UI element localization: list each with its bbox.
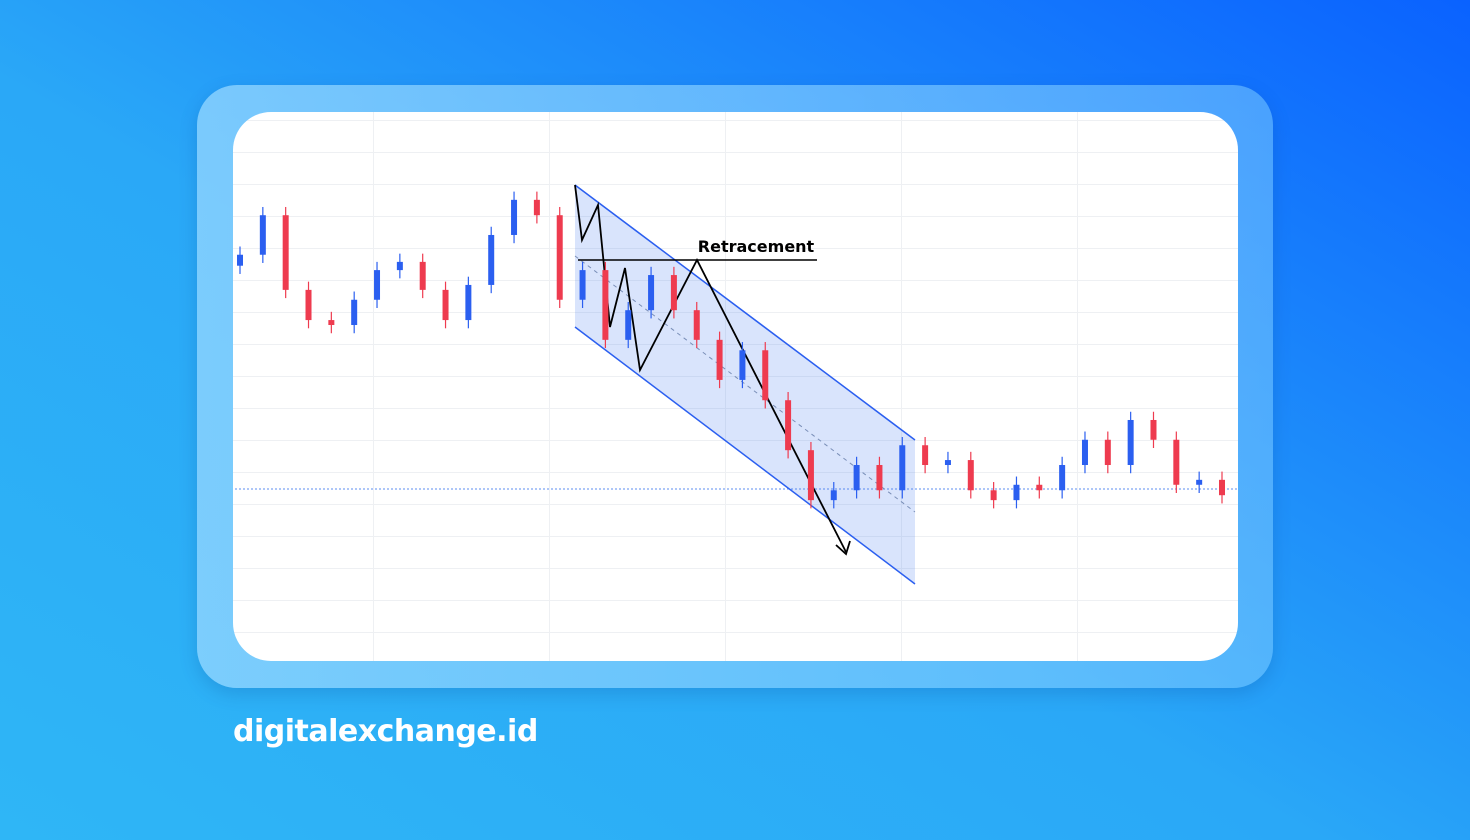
brand: digitalexchange.id bbox=[233, 714, 538, 749]
channel-bottom bbox=[574, 326, 916, 585]
candle-body bbox=[1127, 419, 1134, 466]
candle-body bbox=[739, 350, 746, 380]
annotation: Retracement bbox=[698, 237, 815, 256]
candle-body bbox=[807, 450, 814, 501]
candle-body bbox=[1036, 484, 1043, 491]
candle-body bbox=[1081, 439, 1088, 466]
candle-body bbox=[922, 445, 929, 466]
candle-body bbox=[1196, 479, 1203, 485]
candle-body bbox=[648, 275, 655, 311]
candle-body bbox=[237, 254, 243, 266]
candle-body bbox=[1150, 419, 1157, 440]
candle-body bbox=[990, 490, 997, 501]
channel bbox=[575, 185, 915, 584]
candle-body bbox=[693, 310, 700, 340]
candle-body bbox=[351, 299, 358, 326]
candle-body bbox=[419, 261, 426, 290]
candle-body bbox=[259, 215, 266, 255]
candle-body bbox=[625, 310, 632, 340]
candle-body bbox=[944, 460, 951, 466]
candle-body bbox=[374, 270, 381, 300]
candle-body bbox=[1173, 439, 1180, 485]
candle-body bbox=[282, 215, 289, 290]
candle-body bbox=[876, 465, 883, 491]
candle-body bbox=[670, 275, 677, 311]
candle-body bbox=[1013, 484, 1020, 501]
candle-body bbox=[488, 234, 495, 285]
candle-body bbox=[533, 199, 540, 216]
candle-body bbox=[1104, 439, 1111, 466]
candle-body bbox=[853, 465, 860, 491]
candle-body bbox=[511, 199, 518, 235]
candle-body bbox=[602, 270, 609, 340]
candle-body bbox=[1059, 465, 1066, 491]
chart-panel bbox=[233, 112, 1238, 661]
channel-top bbox=[574, 184, 916, 441]
candle-body bbox=[328, 320, 335, 326]
candle-body bbox=[899, 445, 906, 491]
candle-body bbox=[830, 490, 837, 501]
candle-body bbox=[396, 261, 403, 271]
candle-body bbox=[716, 339, 723, 380]
zigzag bbox=[574, 184, 847, 553]
candle-body bbox=[305, 289, 312, 321]
arrow-head bbox=[835, 540, 851, 556]
candle-body bbox=[579, 270, 586, 300]
candle-body bbox=[762, 350, 769, 401]
candle-body bbox=[967, 460, 974, 491]
candles bbox=[237, 191, 1225, 509]
candle-body bbox=[442, 289, 449, 321]
candle-body bbox=[1219, 479, 1225, 496]
candle-body bbox=[785, 400, 792, 451]
candle-body bbox=[556, 215, 563, 300]
candle-body bbox=[465, 284, 472, 321]
